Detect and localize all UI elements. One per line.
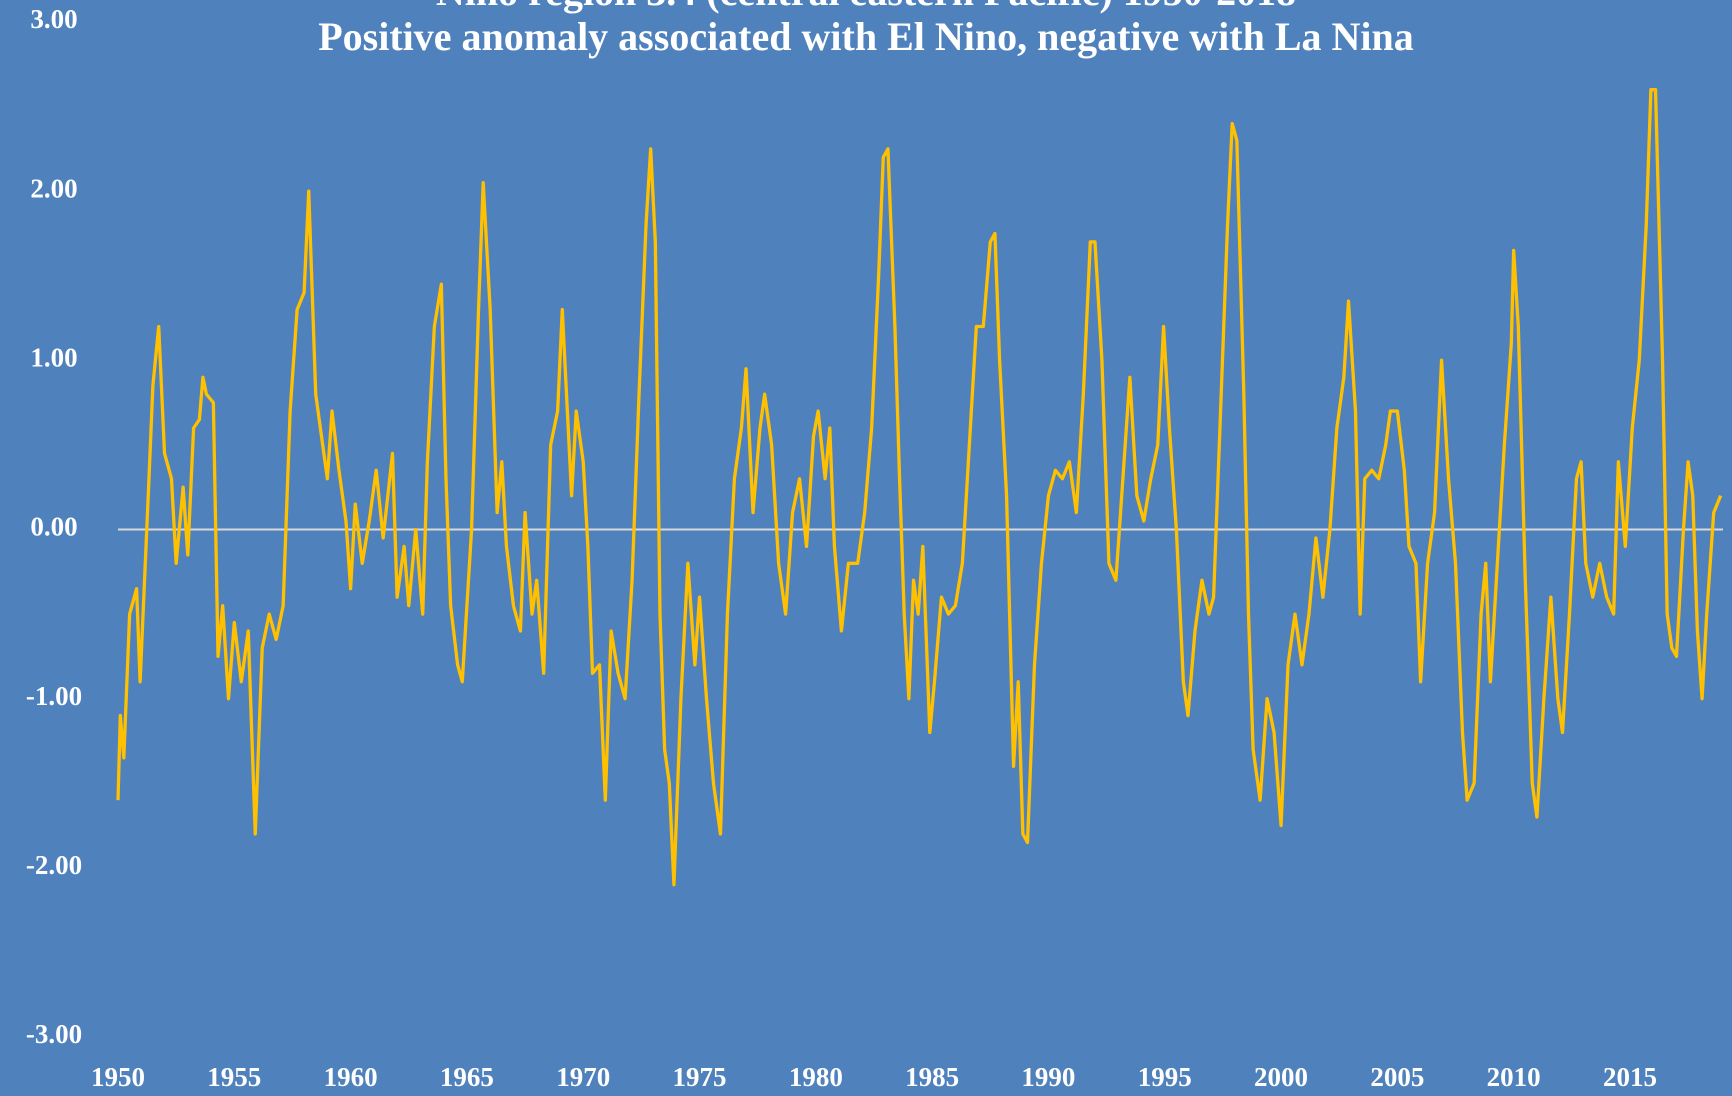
x-tick-label: 1995 [1138, 1062, 1192, 1092]
x-tick-label: 1980 [789, 1062, 843, 1092]
x-tick-label: 2000 [1254, 1062, 1308, 1092]
x-tick-label: 1950 [91, 1062, 145, 1092]
chart-subtitle: Positive anomaly associated with El Nino… [318, 14, 1414, 59]
y-tick-label: 0.00 [30, 512, 77, 542]
y-tick-label: -1.00 [26, 681, 82, 711]
x-tick-label: 1955 [207, 1062, 261, 1092]
x-tick-label: 2010 [1487, 1062, 1541, 1092]
data-line [116, 88, 1723, 887]
y-tick-label: -3.00 [26, 1019, 82, 1049]
chart-title: Nino region 3.4 (central eastern Pacific… [436, 0, 1296, 14]
x-tick-label: 1985 [905, 1062, 959, 1092]
y-tick-label: -2.00 [26, 850, 82, 880]
y-tick-label: 1.00 [30, 343, 77, 373]
y-tick-label: 2.00 [30, 173, 77, 203]
x-tick-label: 1970 [556, 1062, 610, 1092]
x-tick-label: 1965 [440, 1062, 494, 1092]
x-tick-label: 1960 [324, 1062, 378, 1092]
x-tick-label: 1990 [1021, 1062, 1075, 1092]
x-tick-label: 2015 [1603, 1062, 1657, 1092]
y-tick-label: 3.00 [30, 4, 77, 34]
x-tick-label: 2005 [1370, 1062, 1424, 1092]
x-tick-label: 1975 [673, 1062, 727, 1092]
